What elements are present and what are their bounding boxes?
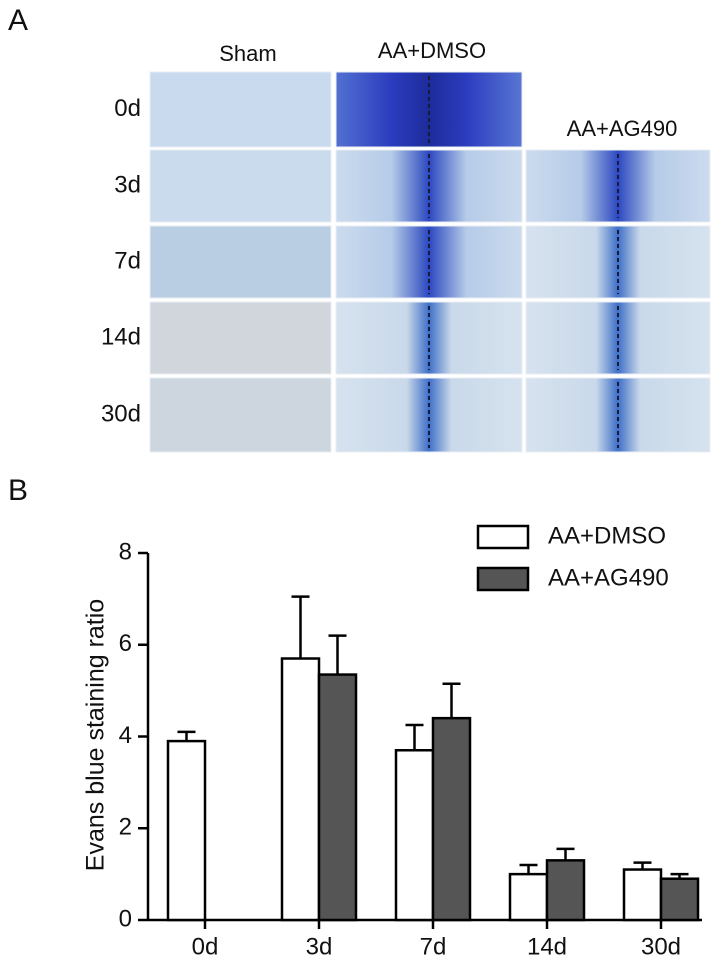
bar bbox=[394, 749, 435, 922]
bar bbox=[280, 657, 321, 922]
bar bbox=[545, 859, 586, 922]
row-label: 7d bbox=[114, 247, 141, 274]
y-tick-label: 4 bbox=[119, 722, 132, 749]
y-tick-label: 6 bbox=[119, 630, 132, 657]
x-tick-label: 14d bbox=[527, 933, 567, 960]
row-label: 0d bbox=[114, 95, 141, 122]
bar bbox=[317, 673, 358, 922]
column-label: AA+DMSO bbox=[378, 38, 486, 63]
panel-a: Sham AA+DMSO AA+AG490 0d 3d 7d 14d 30d bbox=[101, 38, 711, 453]
legend-label: AA+AG490 bbox=[548, 564, 669, 591]
row-label: 3d bbox=[114, 171, 141, 198]
panel-label: A bbox=[8, 4, 28, 37]
bar bbox=[622, 868, 663, 922]
bar bbox=[659, 877, 700, 922]
tissue-photo bbox=[149, 71, 332, 148]
x-tick-label: 3d bbox=[306, 933, 333, 960]
panel-label: B bbox=[8, 474, 28, 507]
column-label: AA+AG490 bbox=[567, 116, 678, 141]
x-tick-label: 30d bbox=[641, 933, 681, 960]
y-axis-label: Evans blue staining ratio bbox=[82, 599, 110, 871]
x-tick-label: 7d bbox=[420, 933, 447, 960]
tissue-photo bbox=[149, 301, 332, 375]
row-label: 30d bbox=[101, 400, 141, 427]
tissue-photo bbox=[149, 225, 332, 299]
bar bbox=[508, 872, 549, 922]
x-tick-label: 0d bbox=[192, 933, 219, 960]
tissue-photo bbox=[149, 149, 332, 223]
y-tick-label: 8 bbox=[119, 538, 132, 565]
bar bbox=[431, 716, 472, 922]
bar bbox=[166, 739, 207, 922]
y-tick-label: 2 bbox=[119, 814, 132, 841]
legend-label: AA+DMSO bbox=[548, 522, 666, 549]
row-label: 14d bbox=[101, 323, 141, 350]
y-tick-label: 0 bbox=[119, 905, 132, 932]
column-label: Sham bbox=[219, 41, 276, 66]
tissue-photo bbox=[149, 377, 332, 453]
legend-swatch bbox=[476, 524, 530, 550]
legend-swatch bbox=[476, 566, 530, 592]
